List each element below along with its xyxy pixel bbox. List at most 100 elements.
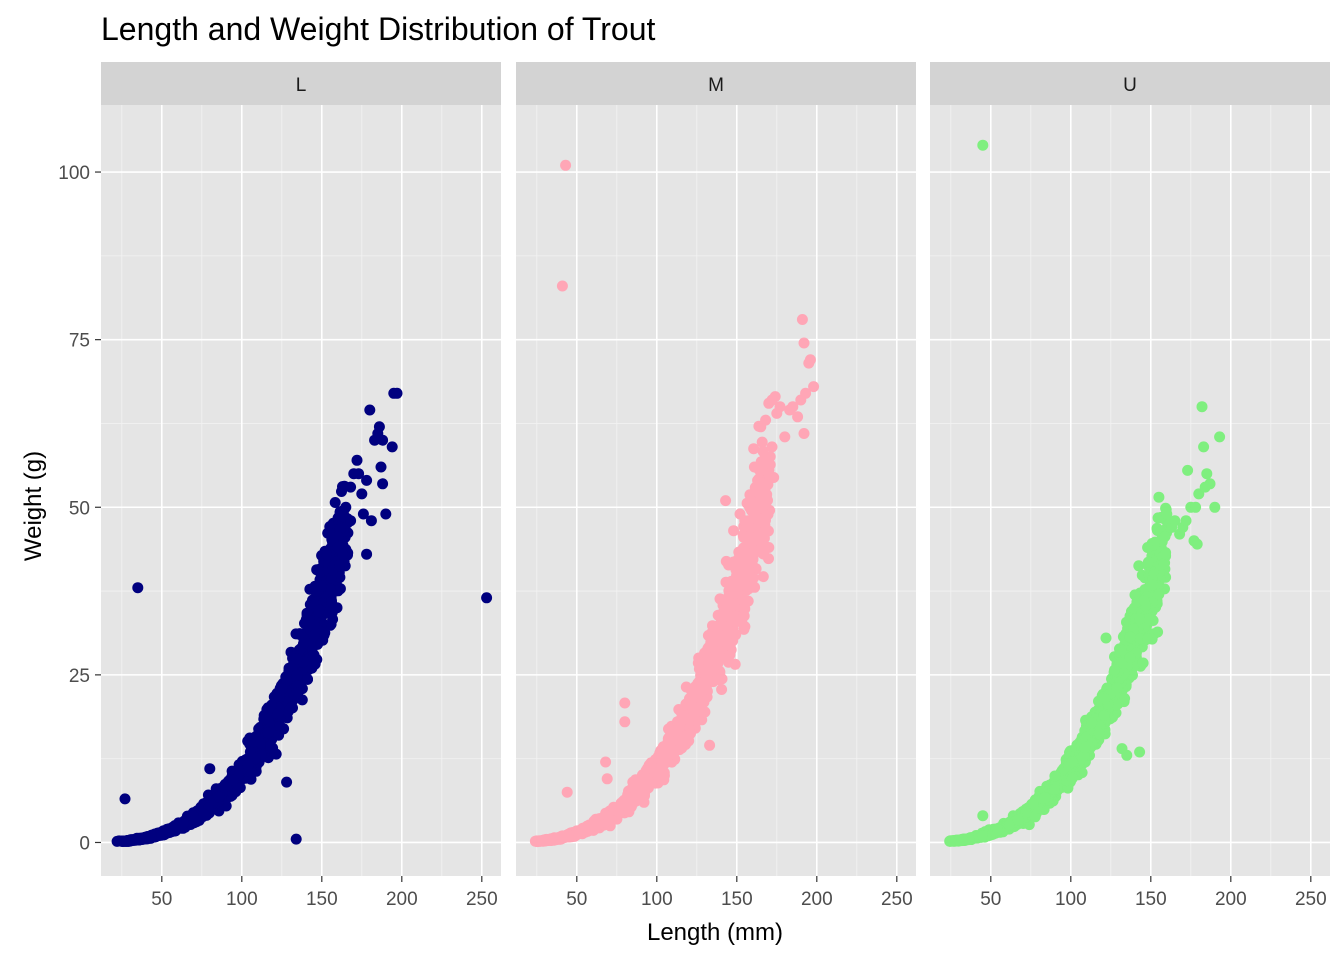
data-point: [1159, 548, 1171, 560]
data-point: [1147, 579, 1159, 591]
data-point: [313, 604, 325, 616]
data-point: [661, 756, 673, 768]
x-tick-label: 250: [466, 889, 498, 910]
data-point: [1161, 508, 1173, 520]
data-point: [673, 735, 685, 747]
data-point: [1201, 468, 1213, 480]
data-point: [600, 756, 612, 768]
data-point: [337, 548, 349, 560]
data-point: [798, 337, 810, 349]
data-point: [646, 761, 658, 773]
data-point: [1049, 770, 1061, 782]
data-point: [977, 810, 989, 822]
data-point: [356, 488, 368, 500]
data-point: [1180, 515, 1192, 527]
data-point: [992, 824, 1004, 836]
data-point: [804, 354, 816, 366]
x-tick-label: 150: [1135, 889, 1167, 910]
data-point: [361, 548, 373, 560]
data-point: [956, 834, 968, 846]
data-point: [556, 280, 568, 292]
data-point: [1028, 798, 1039, 810]
data-point: [353, 468, 365, 480]
data-point: [1124, 651, 1136, 663]
data-point: [732, 562, 744, 574]
data-point: [1012, 814, 1024, 826]
data-point: [638, 796, 650, 808]
data-point: [1121, 749, 1133, 761]
facet-panels: 0 25 50 75 100 L 50 100 150 200 250 M 50 100 150 200 250…: [58, 62, 1330, 910]
data-point: [1099, 693, 1111, 705]
data-point: [273, 729, 285, 741]
data-point: [1142, 542, 1154, 553]
data-point: [1199, 481, 1211, 493]
x-tick-label: 50: [980, 889, 1001, 910]
data-point: [787, 401, 799, 413]
data-point: [242, 759, 254, 771]
data-point: [732, 553, 744, 565]
y-tick-label: 0: [79, 833, 90, 854]
x-axis-title: Length (mm): [647, 919, 783, 946]
data-point: [737, 572, 749, 584]
data-point: [663, 742, 675, 754]
panel-background: [516, 105, 916, 876]
data-point: [621, 799, 633, 811]
data-point: [692, 657, 704, 669]
data-point: [720, 555, 732, 567]
data-point: [1109, 664, 1120, 676]
data-point: [1134, 613, 1146, 625]
data-point: [326, 572, 337, 584]
panel-background: [101, 105, 501, 876]
data-point: [700, 674, 712, 685]
data-point: [1134, 746, 1146, 758]
data-point: [562, 829, 574, 841]
data-point: [680, 681, 692, 693]
data-point: [481, 592, 493, 604]
data-points: [944, 139, 1226, 847]
data-point: [756, 502, 768, 514]
data-point: [705, 665, 717, 677]
data-point: [178, 817, 190, 829]
data-point: [266, 699, 278, 711]
data-point: [796, 314, 808, 325]
data-point: [766, 441, 778, 453]
data-point: [1159, 531, 1171, 543]
data-point: [292, 687, 304, 699]
data-point: [714, 593, 726, 605]
data-point: [728, 525, 740, 537]
y-tick-label: 50: [69, 498, 90, 519]
data-point: [1153, 491, 1165, 503]
data-point: [1079, 742, 1091, 754]
data-point: [1142, 613, 1154, 624]
data-point: [739, 621, 751, 633]
data-point: [204, 763, 216, 775]
y-tick-label: 75: [69, 331, 90, 352]
data-point: [324, 583, 336, 595]
data-point: [301, 607, 313, 619]
data-point: [1004, 819, 1015, 831]
data-point: [357, 508, 369, 520]
data-point: [704, 739, 716, 751]
facet-strip: [101, 62, 501, 105]
data-point: [587, 820, 599, 832]
data-point: [686, 700, 698, 712]
data-point: [345, 481, 357, 493]
data-point: [688, 687, 700, 699]
data-point: [745, 522, 757, 534]
data-point: [1111, 682, 1123, 694]
data-point: [748, 461, 760, 473]
data-point: [712, 658, 724, 669]
data-point: [748, 443, 760, 455]
data-point: [291, 669, 303, 681]
data-point: [1039, 792, 1051, 804]
data-point: [377, 434, 389, 446]
data-point: [294, 628, 306, 640]
data-point: [808, 381, 820, 393]
x-tick-label: 50: [151, 889, 172, 910]
data-point: [763, 542, 775, 553]
facet-strip-label: U: [1123, 75, 1137, 96]
data-point: [337, 481, 348, 493]
data-point: [365, 515, 377, 527]
data-point: [131, 833, 143, 845]
